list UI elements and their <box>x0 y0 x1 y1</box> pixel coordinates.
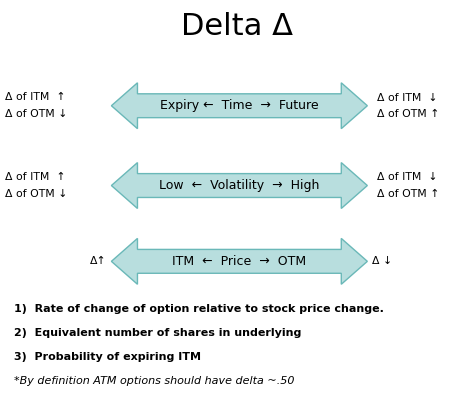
Text: Δ of OTM ↑: Δ of OTM ↑ <box>377 189 439 199</box>
Text: Δ of OTM ↓: Δ of OTM ↓ <box>5 109 67 119</box>
Text: Δ ↓: Δ ↓ <box>372 256 392 267</box>
Text: Δ↑: Δ↑ <box>90 256 107 267</box>
Polygon shape <box>111 239 367 284</box>
Text: *By definition ATM options should have delta ~.50: *By definition ATM options should have d… <box>14 376 295 386</box>
Text: ITM  ←  Price  →  OTM: ITM ← Price → OTM <box>173 255 306 268</box>
Text: 2)  Equivalent number of shares in underlying: 2) Equivalent number of shares in underl… <box>14 328 301 338</box>
Text: Low  ←  Volatility  →  High: Low ← Volatility → High <box>159 179 319 192</box>
Text: Δ of ITM  ↓: Δ of ITM ↓ <box>377 172 438 182</box>
Text: Δ of OTM ↓: Δ of OTM ↓ <box>5 189 67 199</box>
Polygon shape <box>111 83 367 128</box>
Text: Δ of OTM ↑: Δ of OTM ↑ <box>377 109 439 119</box>
Text: Δ of ITM  ↓: Δ of ITM ↓ <box>377 93 438 103</box>
Text: 1)  Rate of change of option relative to stock price change.: 1) Rate of change of option relative to … <box>14 304 384 314</box>
Polygon shape <box>111 163 367 208</box>
Text: Δ of ITM  ↑: Δ of ITM ↑ <box>5 93 65 103</box>
Text: Expiry ←  Time  →  Future: Expiry ← Time → Future <box>160 99 319 112</box>
Text: Delta Δ: Delta Δ <box>181 12 293 41</box>
Text: Δ of ITM  ↑: Δ of ITM ↑ <box>5 172 65 182</box>
Text: 3)  Probability of expiring ITM: 3) Probability of expiring ITM <box>14 352 201 362</box>
